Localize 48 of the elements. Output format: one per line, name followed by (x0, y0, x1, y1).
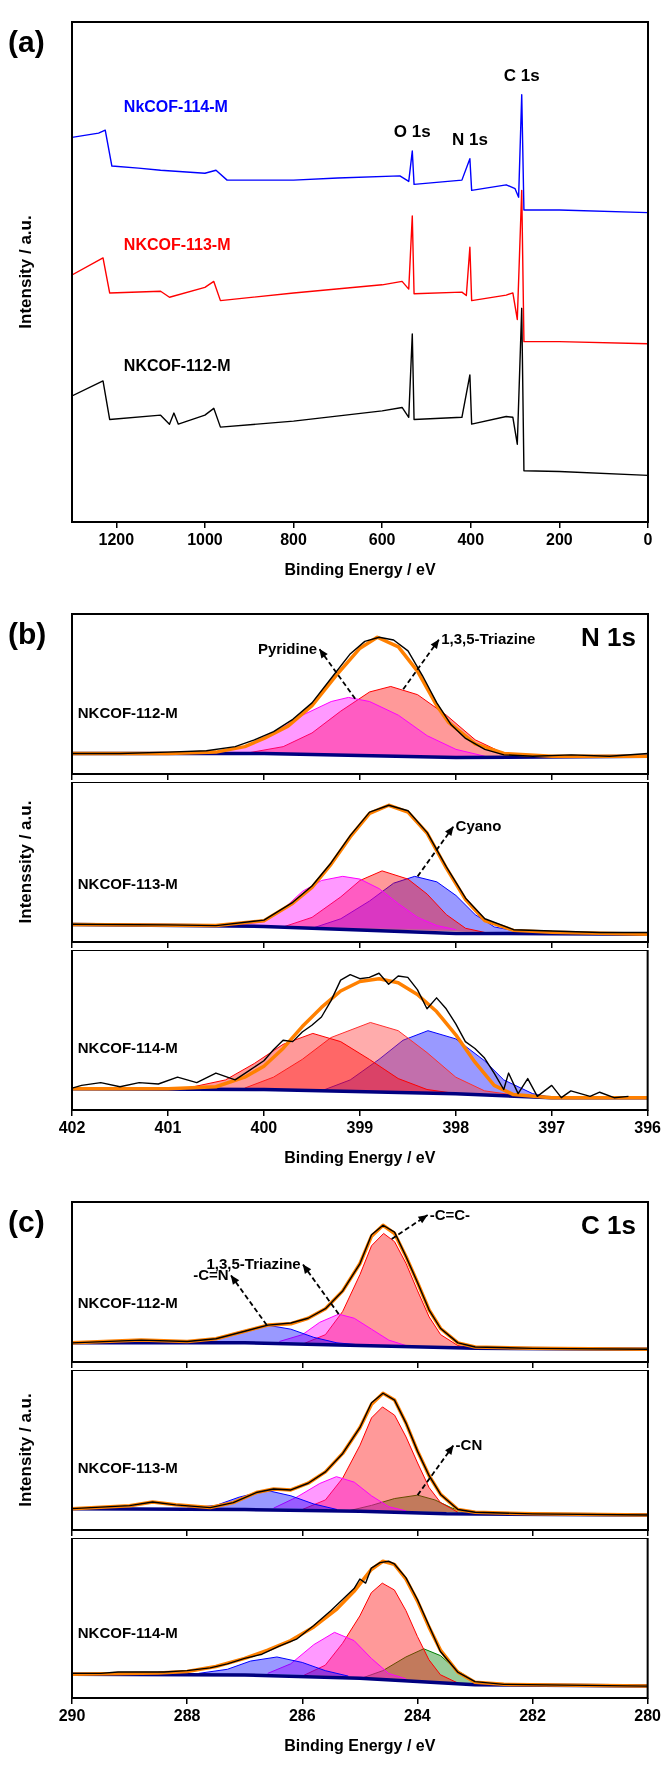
x-tick-label: 397 (538, 1119, 566, 1137)
series-label: NkCOF-114-M (123, 98, 228, 116)
x-tick-label: 401 (154, 1119, 182, 1137)
chart-title: (c) (8, 1205, 45, 1238)
x-tick-label: 1000 (187, 531, 223, 549)
x-tick-label: 282 (519, 1707, 546, 1725)
y-axis-title: Intensity / a.u. (15, 215, 35, 329)
chart-title: (a) (8, 25, 45, 58)
series-label: NKCOF-114-M (77, 1624, 178, 1642)
y-axis-title: Intenssity / a.u. (15, 800, 35, 924)
x-tick-label: 400 (457, 531, 485, 549)
annotation: C 1s (503, 65, 540, 85)
annotation: -C=C- (429, 1206, 471, 1223)
chart-title: (b) (8, 617, 47, 650)
x-tick-label: 280 (634, 1707, 662, 1725)
x-axis-title: Binding Energy / eV (284, 1148, 436, 1166)
x-axis-title: Binding Energy / eV (284, 1736, 436, 1754)
series-label: NKCOF-114-M (77, 1038, 178, 1056)
x-tick-label: 398 (442, 1119, 470, 1137)
x-tick-label: 286 (288, 1707, 316, 1725)
annotation: 1,3,5-Triazine (441, 630, 536, 648)
x-tick-label: 402 (58, 1119, 86, 1137)
x-tick-label: 399 (346, 1119, 374, 1137)
x-axis-title: Binding Energy / eV (284, 560, 436, 578)
x-tick-label: 0 (643, 531, 653, 549)
series-label: NKCOF-112-M (123, 356, 231, 374)
x-tick-label: 600 (368, 531, 396, 549)
x-tick-label: 400 (250, 1119, 278, 1137)
annotation: Pyridine (258, 639, 318, 657)
x-tick-label: 288 (173, 1707, 201, 1725)
x-tick-label: 1200 (98, 531, 135, 549)
annotation: -CN (455, 1436, 483, 1454)
annotation: C 1s (581, 1210, 636, 1240)
x-tick-label: 284 (404, 1707, 431, 1725)
y-axis-title: Intensity / a.u. (15, 1393, 35, 1507)
text: NKCOF-112-M (77, 704, 178, 722)
series-label: NKCOF-113-M (77, 1459, 178, 1477)
annotation: Cyano (455, 817, 502, 835)
text: NKCOF-112-M (77, 1293, 178, 1311)
annotation: N 1s (451, 129, 488, 149)
text: NKCOF-113-M (77, 875, 178, 893)
series-label: NKCOF-113-M (123, 235, 231, 253)
annotation: N 1s (581, 622, 636, 652)
x-tick-label: 800 (280, 531, 307, 549)
x-tick-label: 290 (58, 1707, 86, 1725)
x-tick-label: 200 (546, 531, 573, 549)
x-tick-label: 396 (634, 1119, 662, 1137)
annotation: O 1s (393, 122, 431, 142)
